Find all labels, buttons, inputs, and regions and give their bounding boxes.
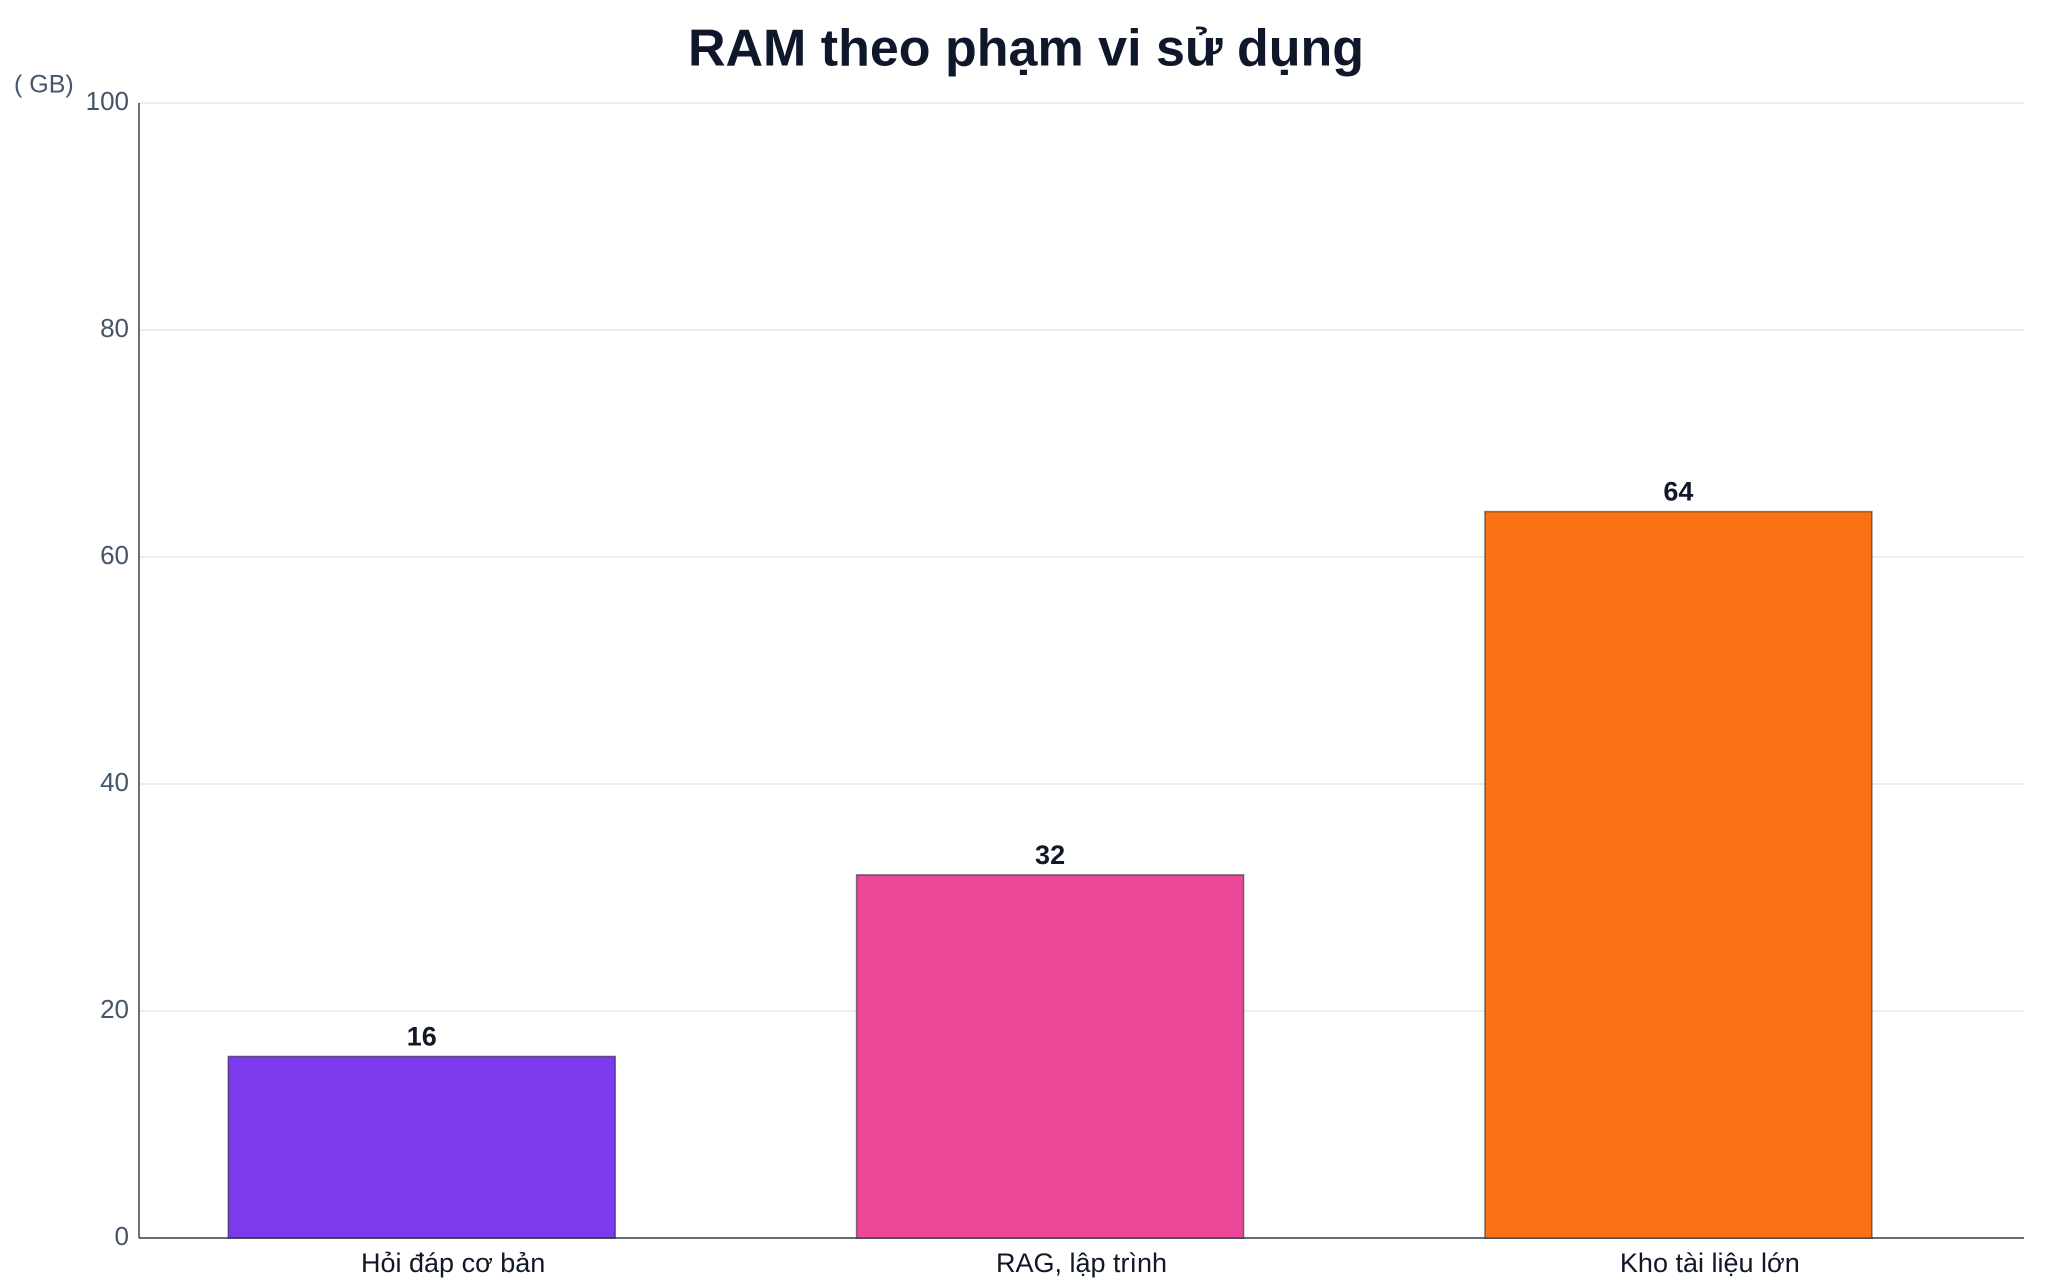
chart-title: RAM theo phạm vi sử dụng [688,20,1364,78]
value-label: 16 [407,1022,437,1052]
value-label: 32 [1035,840,1065,870]
y-tick-label: 80 [100,313,129,343]
y-tick-label: 60 [100,540,129,570]
y-tick-label: 100 [86,86,129,116]
x-tick-label: Kho tài liệu lớn [1620,1248,1800,1278]
y-tick-label: 0 [115,1221,129,1251]
bar [855,874,1245,1239]
bar [1484,510,1873,1239]
value-label: 64 [1663,477,1693,507]
y-tick-label: 20 [100,994,129,1024]
x-tick-label: Hỏi đáp cơ bản [361,1248,545,1278]
x-tick-label: RAG, lập trình [996,1248,1167,1278]
bar [227,1055,617,1239]
y-axis-label: ( GB) [14,71,74,99]
y-tick-label: 40 [100,767,129,797]
